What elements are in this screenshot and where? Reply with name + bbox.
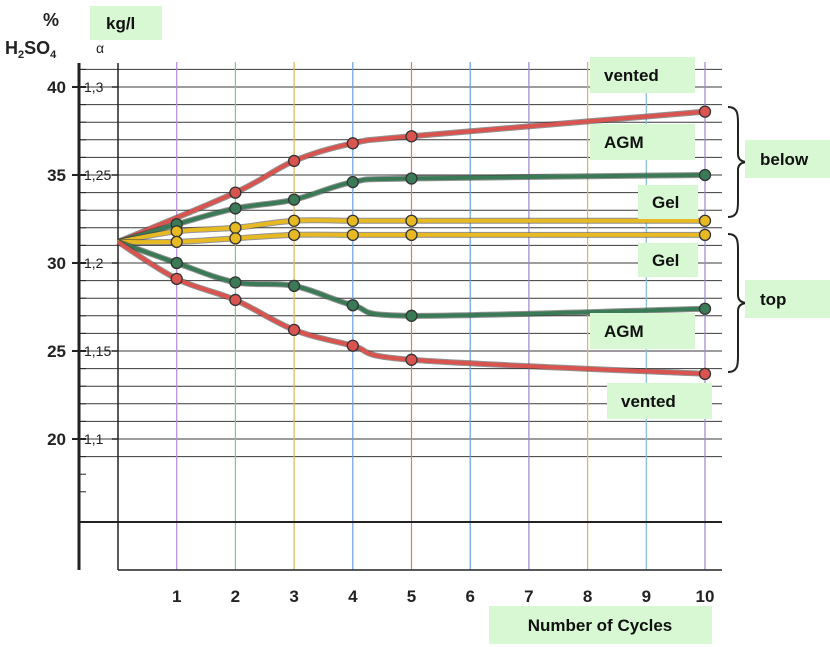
series-label-box <box>590 57 695 93</box>
group-label-box <box>745 280 830 318</box>
data-point <box>170 225 183 238</box>
series-label: Gel <box>652 193 679 212</box>
x-tick-label: 2 <box>231 587 240 606</box>
data-point <box>698 302 712 315</box>
data-point <box>698 214 712 227</box>
data-point <box>170 235 183 249</box>
series-label-box <box>638 243 698 277</box>
y-unit-h2so4: H2SO4 <box>5 38 57 61</box>
series-line <box>117 173 706 244</box>
density-tick-label: 1,1 <box>84 431 104 447</box>
series-label: AGM <box>604 133 644 152</box>
series-label-box <box>590 313 695 349</box>
data-point <box>229 293 242 307</box>
data-point <box>229 276 242 289</box>
data-point <box>346 339 359 352</box>
data-point <box>405 353 418 366</box>
x-tick-label: 5 <box>407 587 416 606</box>
series-line <box>117 218 705 244</box>
data-point <box>170 272 183 285</box>
y-tick-label: 20 <box>47 430 66 449</box>
data-point <box>346 137 359 150</box>
series-label: AGM <box>604 322 644 341</box>
data-point <box>405 309 418 322</box>
y-tick-label: 35 <box>47 166 66 185</box>
series-label: vented <box>604 66 659 85</box>
y-unit-percent: % <box>43 10 59 30</box>
data-point <box>346 228 359 241</box>
data-point <box>346 214 359 227</box>
series-label-box <box>590 124 695 160</box>
data-point <box>405 172 418 185</box>
data-point <box>405 214 418 227</box>
data-point <box>698 168 712 182</box>
series-line <box>117 239 706 318</box>
x-tick-label: 6 <box>465 587 474 606</box>
group-label: below <box>760 150 809 169</box>
data-point <box>287 323 301 337</box>
x-tick-label: 8 <box>583 587 592 606</box>
data-point <box>229 221 242 234</box>
y-tick-label: 25 <box>47 342 66 361</box>
data-point <box>287 154 301 168</box>
data-point <box>405 130 418 143</box>
y-tick-label: 40 <box>47 78 66 97</box>
data-point <box>405 228 418 241</box>
y-unit-alpha: α <box>96 40 104 56</box>
density-tick-label: 1,15 <box>84 343 111 359</box>
data-point <box>287 228 301 241</box>
data-point <box>698 105 712 118</box>
data-point <box>229 232 242 245</box>
series-line <box>117 232 705 245</box>
x-tick-label: 7 <box>524 587 533 606</box>
x-axis-label: Number of Cycles <box>528 616 673 635</box>
y-unit-kgl: kg/l <box>106 14 135 33</box>
unit-box-kgl <box>90 6 162 40</box>
data-point <box>287 279 301 293</box>
x-tick-label: 1 <box>172 587 181 606</box>
data-point <box>698 228 712 241</box>
data-point <box>229 186 242 199</box>
group-label-box <box>745 140 830 178</box>
density-tick-label: 1,2 <box>84 255 104 271</box>
data-point <box>698 367 712 381</box>
density-tick-label: 1,25 <box>84 167 111 183</box>
x-tick-label: 4 <box>348 587 358 606</box>
group-label: top <box>760 290 786 309</box>
data-point <box>287 214 301 227</box>
data-point <box>346 175 359 189</box>
series-label: vented <box>621 392 676 411</box>
x-tick-label: 9 <box>642 587 651 606</box>
density-tick-label: 1,3 <box>84 79 104 95</box>
y-tick-label: 30 <box>47 254 66 273</box>
series-label: Gel <box>652 251 679 270</box>
data-point <box>346 299 359 312</box>
series-label-box <box>638 185 698 219</box>
x-label-box <box>489 606 712 644</box>
data-point <box>170 256 183 270</box>
data-point <box>287 193 301 206</box>
x-tick-label: 3 <box>289 587 298 606</box>
series-label-box <box>607 383 712 419</box>
data-point <box>229 202 242 215</box>
x-tick-label: 10 <box>696 587 715 606</box>
